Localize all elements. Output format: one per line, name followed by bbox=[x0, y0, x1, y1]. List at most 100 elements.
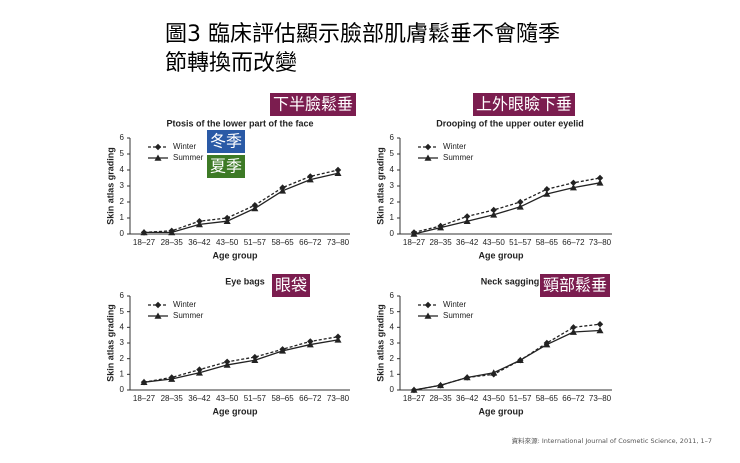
x-axis-label: Age group bbox=[213, 250, 258, 260]
marker bbox=[570, 324, 577, 331]
marker bbox=[410, 386, 418, 393]
marker bbox=[516, 356, 524, 364]
marker bbox=[490, 211, 498, 218]
legend-label: Winter bbox=[443, 300, 466, 309]
legend-marker bbox=[424, 143, 432, 151]
y-tick-label: 3 bbox=[390, 181, 395, 190]
legend-label: Summer bbox=[173, 311, 204, 320]
marker bbox=[251, 204, 259, 212]
marker bbox=[168, 228, 176, 236]
series-line bbox=[413, 329, 601, 391]
y-tick-label: 6 bbox=[120, 133, 125, 142]
marker bbox=[195, 220, 203, 228]
marker bbox=[463, 217, 471, 224]
legend-marker bbox=[154, 301, 162, 309]
y-tick-label: 1 bbox=[390, 369, 395, 378]
badge-label: 頸部鬆垂 bbox=[543, 276, 607, 295]
x-tick-label: 43–50 bbox=[483, 238, 506, 247]
x-tick-label: 28–35 bbox=[161, 394, 184, 403]
series-line bbox=[413, 177, 601, 234]
legend-marker bbox=[154, 312, 162, 319]
marker bbox=[334, 169, 342, 176]
x-tick-label: 66–72 bbox=[562, 394, 585, 403]
x-tick-label: 66–72 bbox=[562, 238, 585, 247]
y-tick-label: 3 bbox=[390, 338, 395, 347]
chart: Eye bags 0 1 2 3 4 5 6 18–27 28–35 36–42 43–50 51–57… bbox=[105, 274, 350, 416]
legend-label: Winter bbox=[173, 300, 196, 309]
y-tick-label: 6 bbox=[390, 291, 395, 300]
marker bbox=[569, 328, 577, 335]
x-tick-label: 28–35 bbox=[429, 238, 452, 247]
marker bbox=[543, 190, 551, 197]
marker bbox=[596, 321, 604, 328]
y-tick-label: 3 bbox=[120, 338, 125, 347]
x-tick-label: 18–27 bbox=[403, 238, 426, 247]
marker bbox=[463, 373, 471, 381]
y-axis-label: Skin atlas grading bbox=[105, 304, 115, 382]
marker bbox=[251, 356, 259, 364]
x-tick-label: 51–57 bbox=[509, 238, 532, 247]
y-tick-label: 0 bbox=[390, 229, 395, 238]
marker bbox=[490, 369, 498, 376]
marker bbox=[195, 369, 203, 376]
marker bbox=[490, 206, 497, 214]
x-tick-label: 18–27 bbox=[133, 394, 156, 403]
badge-bg bbox=[540, 274, 610, 297]
marker bbox=[596, 326, 604, 334]
x-tick-label: 36–42 bbox=[456, 238, 479, 247]
x-tick-label: 43–50 bbox=[216, 394, 239, 403]
series-line bbox=[144, 172, 339, 234]
y-tick-label: 2 bbox=[120, 354, 125, 363]
series-line bbox=[143, 336, 339, 383]
x-axis-label: Age group bbox=[479, 250, 524, 260]
y-tick-label: 0 bbox=[120, 385, 125, 394]
y-tick-label: 6 bbox=[390, 133, 395, 142]
y-axis-label: Skin atlas grading bbox=[375, 147, 385, 225]
marker bbox=[437, 381, 445, 389]
legend-label: Summer bbox=[443, 153, 474, 162]
badge-label: 冬季 bbox=[210, 132, 242, 151]
legend-label: Winter bbox=[443, 142, 466, 151]
x-tick-label: 36–42 bbox=[456, 394, 479, 403]
marker bbox=[570, 179, 577, 186]
y-tick-label: 0 bbox=[120, 229, 125, 238]
y-tick-label: 5 bbox=[120, 149, 125, 158]
marker bbox=[437, 224, 445, 231]
series-line bbox=[143, 339, 339, 383]
marker bbox=[223, 217, 231, 224]
slide-title: 圖3 臨床評估顯示臉部肌膚鬆垂不會隨季 bbox=[165, 22, 560, 47]
x-tick-label: 73–80 bbox=[589, 394, 612, 403]
x-tick-label: 66–72 bbox=[299, 394, 322, 403]
source-note: 資料來源: International Journal of Cosmetic … bbox=[512, 436, 712, 445]
series-line bbox=[413, 182, 601, 235]
marker bbox=[279, 347, 287, 354]
chart-title: Neck sagging bbox=[481, 276, 540, 286]
y-tick-label: 2 bbox=[390, 197, 395, 206]
x-tick-label: 28–35 bbox=[161, 238, 184, 247]
marker bbox=[223, 361, 231, 368]
y-tick-label: 5 bbox=[390, 149, 395, 158]
x-tick-label: 18–27 bbox=[133, 238, 156, 247]
y-tick-label: 2 bbox=[120, 197, 125, 206]
x-tick-label: 36–42 bbox=[188, 238, 211, 247]
marker bbox=[517, 198, 524, 206]
x-tick-label: 36–42 bbox=[188, 394, 211, 403]
x-axis-label: Age group bbox=[479, 406, 524, 416]
x-tick-label: 18–27 bbox=[403, 394, 426, 403]
y-tick-label: 1 bbox=[120, 369, 125, 378]
badge-bg bbox=[270, 93, 356, 116]
legend-label: Winter bbox=[173, 142, 196, 151]
x-tick-label: 73–80 bbox=[589, 238, 612, 247]
legend-label: Summer bbox=[173, 153, 204, 162]
x-tick-label: 28–35 bbox=[429, 394, 452, 403]
y-axis-label: Skin atlas grading bbox=[105, 147, 115, 225]
y-tick-label: 3 bbox=[120, 181, 125, 190]
chart: Ptosis of the lower part of the face 0 1 2 3… bbox=[105, 93, 356, 260]
marker bbox=[168, 375, 176, 382]
chart-title: Drooping of the upper outer eyelid bbox=[436, 118, 584, 128]
x-tick-label: 66–72 bbox=[299, 238, 322, 247]
x-tick-label: 73–80 bbox=[327, 394, 350, 403]
x-tick-label: 58–65 bbox=[536, 394, 559, 403]
